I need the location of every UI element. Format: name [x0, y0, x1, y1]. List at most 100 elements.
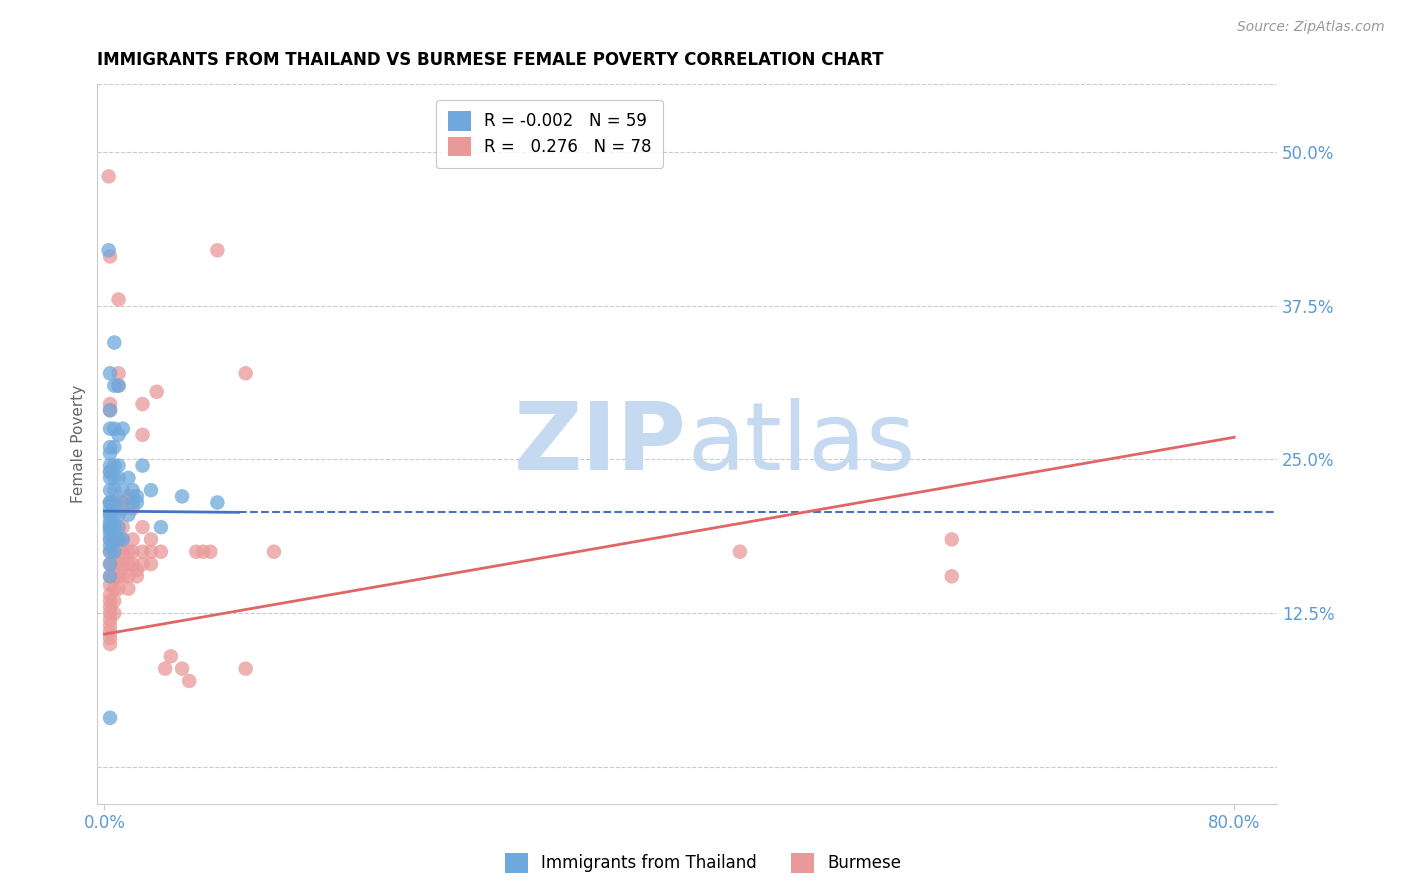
Point: [111, 483, 134, 498]
Point: [103, 520, 125, 534]
Point: [98, 508, 121, 522]
Point: [98, 569, 121, 583]
Text: atlas: atlas: [688, 398, 915, 490]
Point: [98, 711, 121, 725]
Point: [107, 533, 129, 547]
Legend: R = -0.002   N = 59, R =   0.276   N = 78: R = -0.002 N = 59, R = 0.276 N = 78: [436, 100, 664, 169]
Point: [103, 582, 125, 596]
Point: [131, 520, 153, 534]
Point: [145, 384, 167, 399]
Point: [121, 483, 143, 498]
Point: [121, 545, 143, 559]
Point: [98, 557, 121, 571]
Point: [172, 662, 194, 676]
Point: [103, 508, 125, 522]
Point: [193, 545, 215, 559]
Point: [235, 662, 257, 676]
Point: [98, 533, 121, 547]
Point: [107, 458, 129, 473]
Point: [98, 501, 121, 516]
Point: [107, 557, 129, 571]
Point: [149, 545, 172, 559]
Point: [111, 545, 134, 559]
Point: [125, 569, 148, 583]
Point: [98, 594, 121, 608]
Point: [149, 520, 172, 534]
Point: [107, 366, 129, 380]
Point: [117, 557, 139, 571]
Point: [131, 545, 153, 559]
Point: [131, 427, 153, 442]
Point: [107, 427, 129, 442]
Point: [103, 495, 125, 509]
Point: [111, 533, 134, 547]
Point: [103, 545, 125, 559]
Text: ZIP: ZIP: [515, 398, 688, 490]
Point: [98, 607, 121, 621]
Point: [103, 594, 125, 608]
Point: [941, 569, 963, 583]
Point: [107, 378, 129, 392]
Point: [179, 673, 201, 688]
Point: [131, 458, 153, 473]
Point: [98, 539, 121, 553]
Point: [98, 495, 121, 509]
Point: [121, 533, 143, 547]
Point: [103, 495, 125, 509]
Point: [98, 600, 121, 615]
Point: [98, 520, 121, 534]
Point: [98, 526, 121, 541]
Point: [97, 244, 120, 258]
Point: [117, 471, 139, 485]
Point: [103, 440, 125, 454]
Point: [111, 495, 134, 509]
Point: [103, 458, 125, 473]
Point: [107, 471, 129, 485]
Point: [111, 557, 134, 571]
Point: [103, 557, 125, 571]
Point: [125, 563, 148, 577]
Point: [98, 495, 121, 509]
Point: [111, 533, 134, 547]
Point: [107, 582, 129, 596]
Point: [125, 495, 148, 509]
Point: [139, 483, 162, 498]
Legend: Immigrants from Thailand, Burmese: Immigrants from Thailand, Burmese: [498, 847, 908, 880]
Point: [207, 244, 229, 258]
Point: [98, 514, 121, 528]
Point: [107, 508, 129, 522]
Point: [207, 495, 229, 509]
Point: [98, 631, 121, 645]
Point: [186, 545, 208, 559]
Point: [98, 545, 121, 559]
Point: [103, 378, 125, 392]
Point: [107, 293, 129, 307]
Point: [103, 569, 125, 583]
Point: [117, 545, 139, 559]
Point: [117, 508, 139, 522]
Point: [103, 533, 125, 547]
Point: [107, 495, 129, 509]
Point: [98, 533, 121, 547]
Point: [98, 397, 121, 411]
Point: [139, 545, 162, 559]
Point: [98, 612, 121, 626]
Point: [117, 582, 139, 596]
Point: [107, 520, 129, 534]
Point: [98, 249, 121, 263]
Point: [121, 501, 143, 516]
Point: [98, 520, 121, 534]
Point: [159, 649, 181, 664]
Point: [139, 557, 162, 571]
Point: [103, 607, 125, 621]
Point: [98, 465, 121, 479]
Point: [200, 545, 222, 559]
Point: [131, 557, 153, 571]
Point: [117, 569, 139, 583]
Point: [98, 458, 121, 473]
Point: [111, 501, 134, 516]
Point: [117, 489, 139, 503]
Point: [153, 662, 176, 676]
Point: [107, 378, 129, 392]
Point: [98, 440, 121, 454]
